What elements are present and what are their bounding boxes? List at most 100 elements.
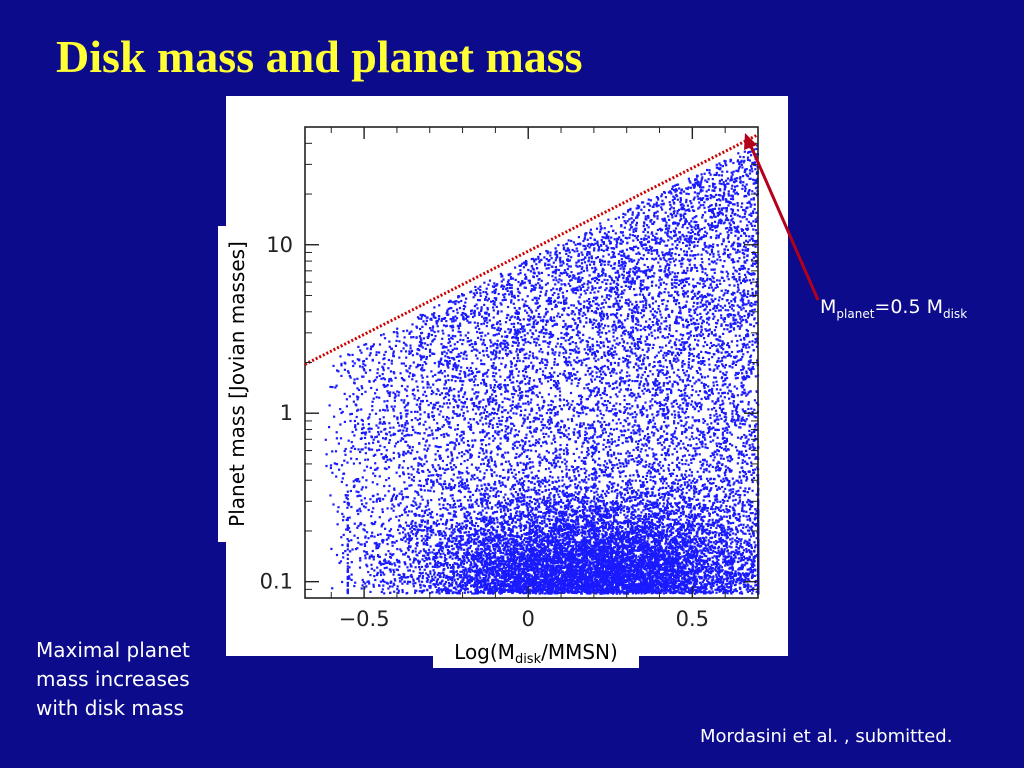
- data-point: [452, 468, 455, 471]
- data-point: [628, 228, 631, 231]
- data-point: [466, 315, 469, 318]
- data-point: [378, 351, 381, 354]
- data-point: [654, 257, 658, 260]
- data-point: [421, 313, 425, 317]
- data-point: [610, 515, 613, 518]
- data-point: [652, 480, 655, 483]
- data-point: [378, 561, 381, 565]
- data-point: [752, 325, 756, 328]
- data-point: [506, 376, 509, 379]
- data-point: [586, 345, 589, 348]
- data-point: [399, 429, 402, 432]
- data-point: [384, 527, 387, 530]
- data-point: [670, 402, 673, 405]
- data-point: [527, 390, 530, 393]
- data-point: [723, 448, 726, 451]
- data-point: [601, 392, 604, 395]
- data-point: [581, 283, 584, 287]
- data-point: [625, 349, 628, 352]
- data-point: [700, 397, 703, 401]
- data-point: [560, 343, 563, 346]
- data-point: [480, 382, 483, 385]
- data-point: [626, 342, 629, 345]
- data-point: [567, 265, 570, 268]
- data-point: [698, 401, 701, 405]
- data-point: [635, 457, 638, 460]
- data-point: [611, 387, 614, 390]
- data-point: [474, 326, 477, 329]
- data-point: [410, 473, 413, 476]
- data-point: [583, 387, 586, 390]
- data-point: [424, 347, 427, 350]
- data-point: [693, 538, 696, 541]
- data-point: [614, 302, 617, 305]
- data-point: [550, 403, 553, 407]
- data-point: [733, 292, 736, 295]
- data-point: [650, 232, 653, 235]
- data-point: [574, 243, 577, 246]
- data-point: [672, 357, 676, 360]
- data-point: [681, 334, 684, 337]
- data-point: [485, 415, 488, 418]
- data-point: [447, 417, 450, 420]
- data-point: [634, 420, 637, 423]
- data-point: [421, 464, 424, 468]
- data-point: [567, 325, 570, 328]
- data-point: [562, 452, 566, 455]
- data-point: [448, 563, 451, 567]
- data-point: [665, 273, 668, 276]
- data-point: [432, 325, 435, 328]
- data-point: [485, 295, 488, 298]
- data-point: [736, 184, 739, 188]
- data-point: [541, 478, 544, 482]
- data-point: [691, 479, 694, 483]
- data-point: [642, 309, 645, 312]
- data-point: [644, 234, 647, 237]
- data-point: [730, 325, 733, 328]
- data-point: [583, 570, 586, 573]
- data-point: [678, 488, 681, 491]
- data-point: [698, 390, 702, 393]
- data-point: [622, 216, 625, 219]
- data-point: [518, 331, 522, 334]
- data-point: [447, 366, 450, 369]
- data-point: [483, 483, 486, 486]
- data-point: [731, 209, 734, 212]
- data-point: [524, 440, 527, 443]
- data-point: [499, 375, 502, 378]
- data-point: [525, 259, 528, 263]
- data-point: [436, 422, 439, 425]
- data-point: [735, 424, 738, 427]
- data-point: [361, 375, 364, 378]
- data-point: [559, 345, 562, 348]
- data-point: [660, 206, 663, 209]
- data-point: [679, 197, 682, 200]
- data-point: [486, 542, 489, 545]
- data-point: [629, 300, 632, 303]
- data-point: [714, 521, 717, 524]
- data-point: [524, 402, 527, 405]
- data-point: [671, 257, 674, 260]
- data-point: [742, 555, 745, 558]
- data-point: [683, 284, 687, 287]
- data-point: [363, 431, 366, 434]
- data-point: [705, 190, 708, 193]
- data-point: [429, 489, 432, 492]
- data-point: [544, 539, 547, 542]
- data-point: [670, 254, 673, 257]
- data-point: [582, 239, 585, 243]
- data-point: [552, 316, 556, 319]
- data-point: [566, 249, 569, 252]
- data-point: [591, 353, 594, 356]
- data-point: [698, 446, 701, 449]
- data-point: [436, 566, 439, 569]
- data-point: [667, 554, 670, 557]
- data-point: [473, 473, 476, 477]
- data-point: [675, 445, 678, 448]
- data-point: [745, 218, 748, 221]
- data-point: [652, 343, 655, 346]
- data-point: [517, 330, 520, 333]
- data-point: [733, 241, 736, 244]
- data-point: [331, 471, 334, 474]
- data-point: [464, 487, 467, 490]
